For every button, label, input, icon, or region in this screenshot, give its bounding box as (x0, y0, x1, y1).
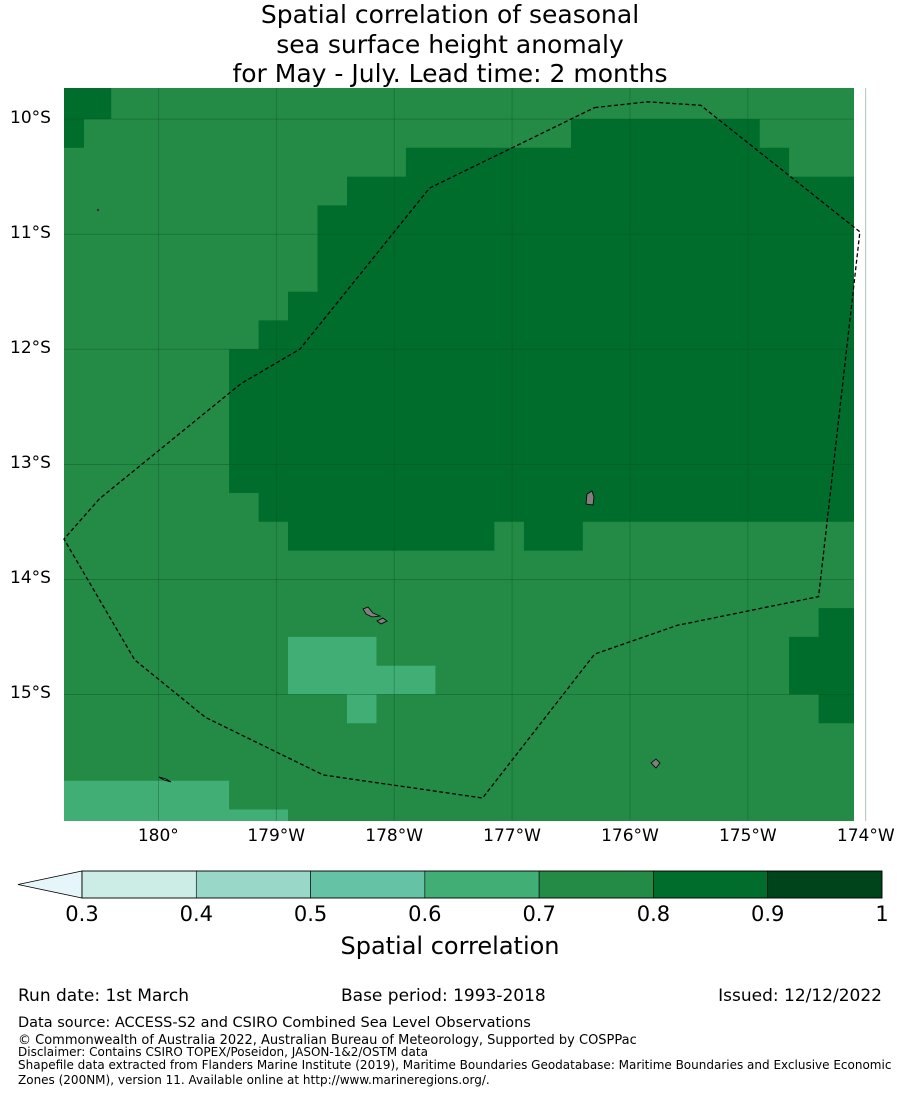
title-line-3: for May - July. Lead time: 2 months (232, 59, 668, 88)
shapefile-credit: Shapefile data extracted from Flanders M… (18, 1058, 892, 1087)
title-line-1: Spatial correlation of seasonal (260, 0, 640, 29)
colorbar-tick-label: 0.7 (522, 902, 556, 926)
lon-tick-label: 175°W (718, 826, 777, 846)
base-period: Base period: 1993-2018 (341, 986, 546, 1006)
copyright: © Commonwealth of Australia 2022, Austra… (18, 1033, 637, 1048)
colorbar-bin (424, 870, 540, 899)
correlation-region (64, 780, 288, 821)
colorbar-under-arrow (17, 870, 83, 899)
colorbar-bin (81, 870, 197, 899)
colorbar-outline (81, 870, 883, 899)
colorbar-tick-label: 0.6 (408, 902, 442, 926)
lat-tick-label: 14°S (10, 568, 51, 589)
lon-tick-label: 174°W (836, 826, 895, 846)
colorbar-tick-label: 0.5 (293, 902, 328, 926)
disclaimer: Disclaimer: Contains CSIRO TOPEX/Poseido… (18, 1045, 428, 1059)
colorbar-tick-label: 0.8 (636, 902, 671, 926)
colorbar-tick-label: 1 (875, 902, 889, 926)
lat-tick-label: 15°S (10, 683, 51, 704)
correlation-regions (64, 88, 855, 821)
colorbar-tick-label: 0.3 (65, 902, 99, 926)
correlation-map (17, 88, 883, 899)
colorbar-bin (767, 870, 883, 899)
lon-tick-label: 176°W (601, 826, 659, 846)
eez-boundary (63, 101, 861, 799)
run-date: Run date: 1st March (18, 986, 190, 1006)
correlation-region (64, 88, 112, 148)
colorbar-bin (538, 870, 654, 899)
correlation-region (229, 119, 855, 551)
island (362, 606, 382, 618)
colorbar (17, 870, 883, 899)
colorbar-bin (195, 870, 311, 899)
lon-tick-label: 177°W (483, 826, 541, 846)
lon-tick-label: 179°W (247, 826, 306, 846)
colorbar-label: Spatial correlation (340, 932, 560, 960)
island (650, 758, 661, 769)
colorbar-bin (310, 870, 426, 899)
data-source: Data source: ACCESS-S2 and CSIRO Combine… (18, 1015, 531, 1031)
gridlines (64, 88, 867, 821)
colorbar-tick-label: 0.9 (751, 902, 785, 926)
issued-date: Issued: 12/12/2022 (718, 986, 882, 1006)
lon-tick-label: 180° (137, 826, 179, 846)
lat-tick-label: 10°S (10, 108, 51, 129)
colorbar-tick-label: 0.4 (179, 902, 213, 926)
island (585, 490, 595, 506)
lat-tick-label: 12°S (10, 338, 51, 359)
island (376, 617, 388, 625)
lon-tick-label: 178°W (365, 826, 424, 846)
lat-tick-label: 13°S (10, 453, 51, 474)
lat-tick-label: 11°S (10, 223, 51, 244)
islands (96, 208, 661, 783)
title-line-2: sea surface height anomaly (276, 29, 624, 59)
chart-title: Spatial correlation of seasonal sea surf… (0, 0, 900, 89)
correlation-region (288, 636, 436, 724)
island (96, 208, 100, 212)
island (158, 776, 172, 783)
colorbar-bin (653, 870, 769, 899)
